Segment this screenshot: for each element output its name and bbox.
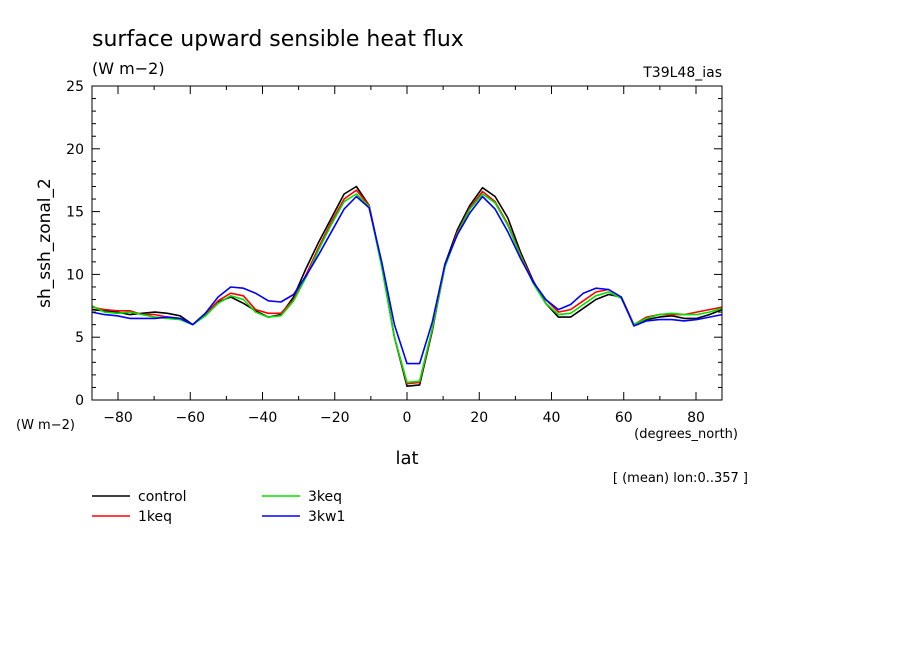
x-tick-label: 80 (687, 410, 705, 426)
legend-label-control: control (138, 489, 187, 505)
series-line-control (91, 185, 723, 388)
y-tick-label: 25 (66, 79, 84, 95)
y-axis-ticks: 0 5 10 15 20 25 (66, 79, 722, 409)
x-axis-units: (degrees_north) (634, 427, 738, 442)
y-axis-units: (W m−2) (16, 418, 75, 433)
x-tick-label: −40 (248, 410, 278, 426)
x-tick-label: −20 (320, 410, 350, 426)
y-tick-label: 20 (66, 142, 84, 158)
x-tick-label: 0 (403, 410, 412, 426)
footnote: [ (mean) lon:0..357 ] (613, 471, 748, 486)
run-label: T39L48_ias (642, 65, 722, 81)
series-line-3kw1 (91, 195, 723, 365)
legend-label-3keq: 3keq (308, 489, 342, 505)
series-line-3keq (91, 193, 723, 384)
y-tick-label: 5 (75, 330, 84, 346)
x-axis-label: lat (395, 448, 418, 469)
y-axis-label: sh_ssh_zonal_2 (35, 178, 55, 308)
x-tick-label: −60 (175, 410, 205, 426)
x-tick-label: 60 (615, 410, 633, 426)
legend: control 1keq 3keq 3kw1 (92, 489, 345, 525)
legend-label-3kw1: 3kw1 (308, 509, 345, 525)
units-subtitle: (W m−2) (92, 59, 165, 78)
plot-frame (91, 85, 723, 401)
x-tick-label: 20 (470, 410, 488, 426)
x-tick-label: 40 (543, 410, 561, 426)
y-tick-label: 10 (66, 267, 84, 283)
y-tick-label: 15 (66, 205, 84, 221)
series-layer (91, 185, 723, 388)
y-tick-label: 0 (75, 393, 84, 409)
x-axis-ticks: −80 −60 −40 −20 0 20 40 60 80 (103, 86, 705, 426)
x-tick-label: −80 (103, 410, 133, 426)
legend-label-1keq: 1keq (138, 509, 172, 525)
chart-title: surface upward sensible heat flux (92, 27, 464, 52)
series-line-1keq (91, 189, 723, 385)
